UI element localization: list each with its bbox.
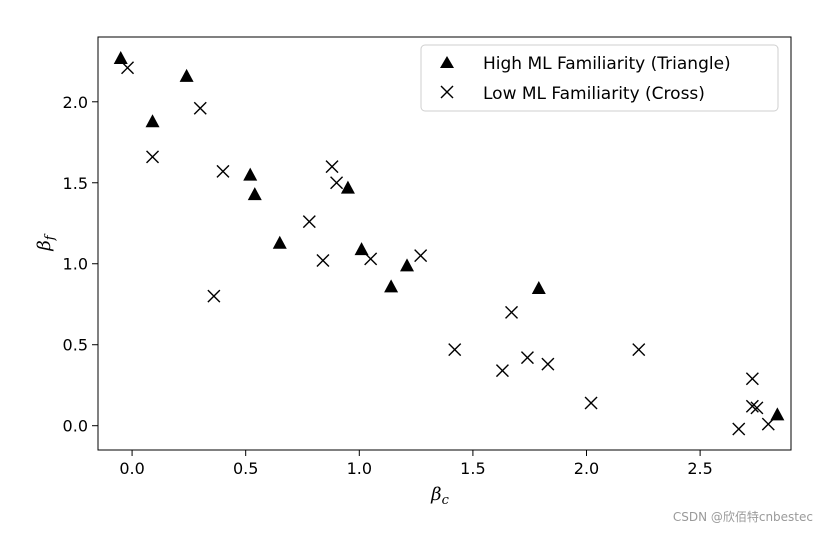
triangle-point	[400, 258, 415, 272]
watermark: CSDN @欣佰特cnbestec	[672, 510, 813, 524]
cross-point	[505, 305, 519, 319]
x-tick-label: 2.5	[687, 459, 712, 478]
triangle-point	[770, 407, 785, 421]
triangle-point	[354, 242, 369, 256]
x-tick-label: 1.5	[460, 459, 485, 478]
data-points	[113, 51, 785, 436]
cross-point	[193, 101, 207, 115]
triangle-point	[340, 180, 355, 194]
cross-point	[495, 364, 509, 378]
cross-point	[146, 150, 160, 164]
triangle-point	[384, 279, 399, 293]
y-axis-label-main: β	[34, 240, 55, 251]
x-axis-label: βc	[430, 484, 449, 508]
y-axis-label-sub: f	[43, 233, 58, 241]
triangle-point	[113, 51, 128, 65]
triangle-point	[145, 114, 160, 128]
plot-area-frame	[97, 36, 792, 451]
x-tick-label: 0.5	[233, 459, 258, 478]
cross-point	[302, 215, 316, 229]
cross-point	[121, 61, 135, 75]
cross-point	[414, 249, 428, 263]
y-axis-label: βf	[34, 233, 58, 251]
legend-label-high: High ML Familiarity (Triangle)	[483, 54, 731, 74]
cross-point	[750, 401, 764, 415]
y-axis-ticks: 0.0 0.5 1.0 1.5 2.0	[63, 93, 98, 436]
triangle-point	[179, 68, 194, 82]
y-tick-label: 0.5	[63, 336, 88, 355]
y-tick-label: 1.0	[63, 255, 88, 274]
triangle-point	[247, 187, 262, 201]
y-tick-label: 0.0	[63, 417, 88, 436]
x-tick-label: 1.0	[347, 459, 372, 478]
cross-point	[316, 254, 330, 268]
cross-point	[761, 417, 775, 431]
legend: High ML Familiarity (Triangle) Low ML Fa…	[420, 44, 779, 112]
legend-label-low: Low ML Familiarity (Cross)	[483, 84, 705, 104]
y-tick-label: 2.0	[63, 93, 88, 112]
cross-point	[448, 343, 462, 357]
x-tick-label: 2.0	[574, 459, 599, 478]
cross-point	[632, 343, 646, 357]
cross-point	[330, 176, 344, 190]
cross-point	[207, 289, 221, 303]
cross-point	[584, 396, 598, 410]
x-axis-ticks: 0.0 0.5 1.0 1.5 2.0 2.5	[119, 450, 713, 478]
x-tick-label: 0.0	[119, 459, 144, 478]
legend-box	[420, 44, 779, 112]
triangle-point	[531, 281, 546, 295]
x-axis-label-sub: c	[442, 493, 450, 508]
cross-point	[732, 422, 746, 436]
cross-point	[520, 351, 534, 365]
triangle-point	[243, 167, 258, 181]
cross-point	[364, 252, 378, 266]
legend-cross-marker	[440, 85, 454, 99]
triangle-point	[272, 235, 287, 249]
cross-point	[216, 164, 230, 178]
x-axis-label-main: β	[430, 484, 441, 505]
cross-point	[745, 372, 759, 386]
legend-triangle-marker	[440, 56, 454, 68]
cross-point	[745, 399, 759, 413]
cross-point	[325, 160, 339, 174]
cross-point	[541, 357, 555, 371]
y-tick-label: 1.5	[63, 174, 88, 193]
